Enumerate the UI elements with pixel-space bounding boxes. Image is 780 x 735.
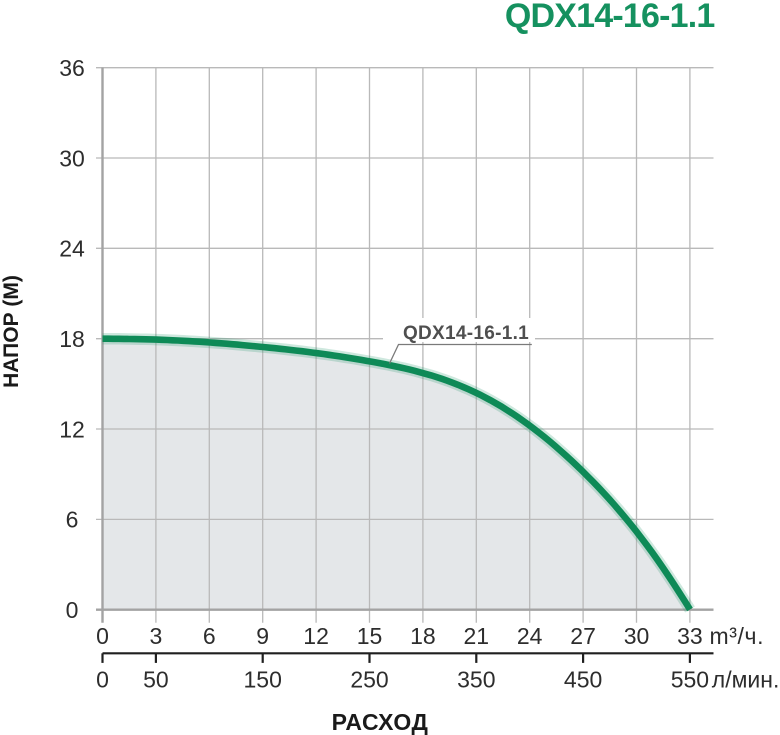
svg-text:550: 550 [671, 667, 709, 693]
svg-text:36: 36 [59, 55, 85, 81]
svg-text:30: 30 [59, 145, 85, 171]
svg-text:6: 6 [203, 623, 216, 649]
svg-text:6: 6 [66, 507, 79, 533]
svg-text:50: 50 [143, 667, 169, 693]
svg-text:л/мин.: л/мин. [712, 667, 780, 693]
svg-text:18: 18 [410, 623, 436, 649]
svg-text:150: 150 [244, 667, 282, 693]
svg-text:0: 0 [96, 667, 109, 693]
svg-text:24: 24 [517, 623, 543, 649]
svg-text:12: 12 [303, 623, 329, 649]
svg-text:QDX14-16-1.1: QDX14-16-1.1 [403, 323, 529, 344]
svg-text:12: 12 [59, 416, 85, 442]
svg-text:18: 18 [59, 326, 85, 352]
svg-text:450: 450 [564, 667, 602, 693]
svg-text:250: 250 [350, 667, 388, 693]
svg-text:350: 350 [457, 667, 495, 693]
svg-text:0: 0 [66, 597, 79, 623]
svg-text:НАПОР (М): НАПОР (М) [0, 275, 23, 388]
svg-text:3: 3 [150, 623, 163, 649]
svg-text:QDX14-16-1.1: QDX14-16-1.1 [505, 0, 715, 35]
svg-text:15: 15 [357, 623, 383, 649]
svg-text:0: 0 [96, 623, 109, 649]
svg-text:m³/ч.: m³/ч. [710, 623, 765, 649]
svg-text:РАСХОД: РАСХОД [332, 709, 429, 735]
svg-text:24: 24 [59, 236, 85, 262]
svg-text:30: 30 [624, 623, 650, 649]
svg-text:21: 21 [464, 623, 490, 649]
svg-text:33: 33 [677, 623, 703, 649]
svg-text:9: 9 [256, 623, 269, 649]
svg-text:27: 27 [570, 623, 596, 649]
